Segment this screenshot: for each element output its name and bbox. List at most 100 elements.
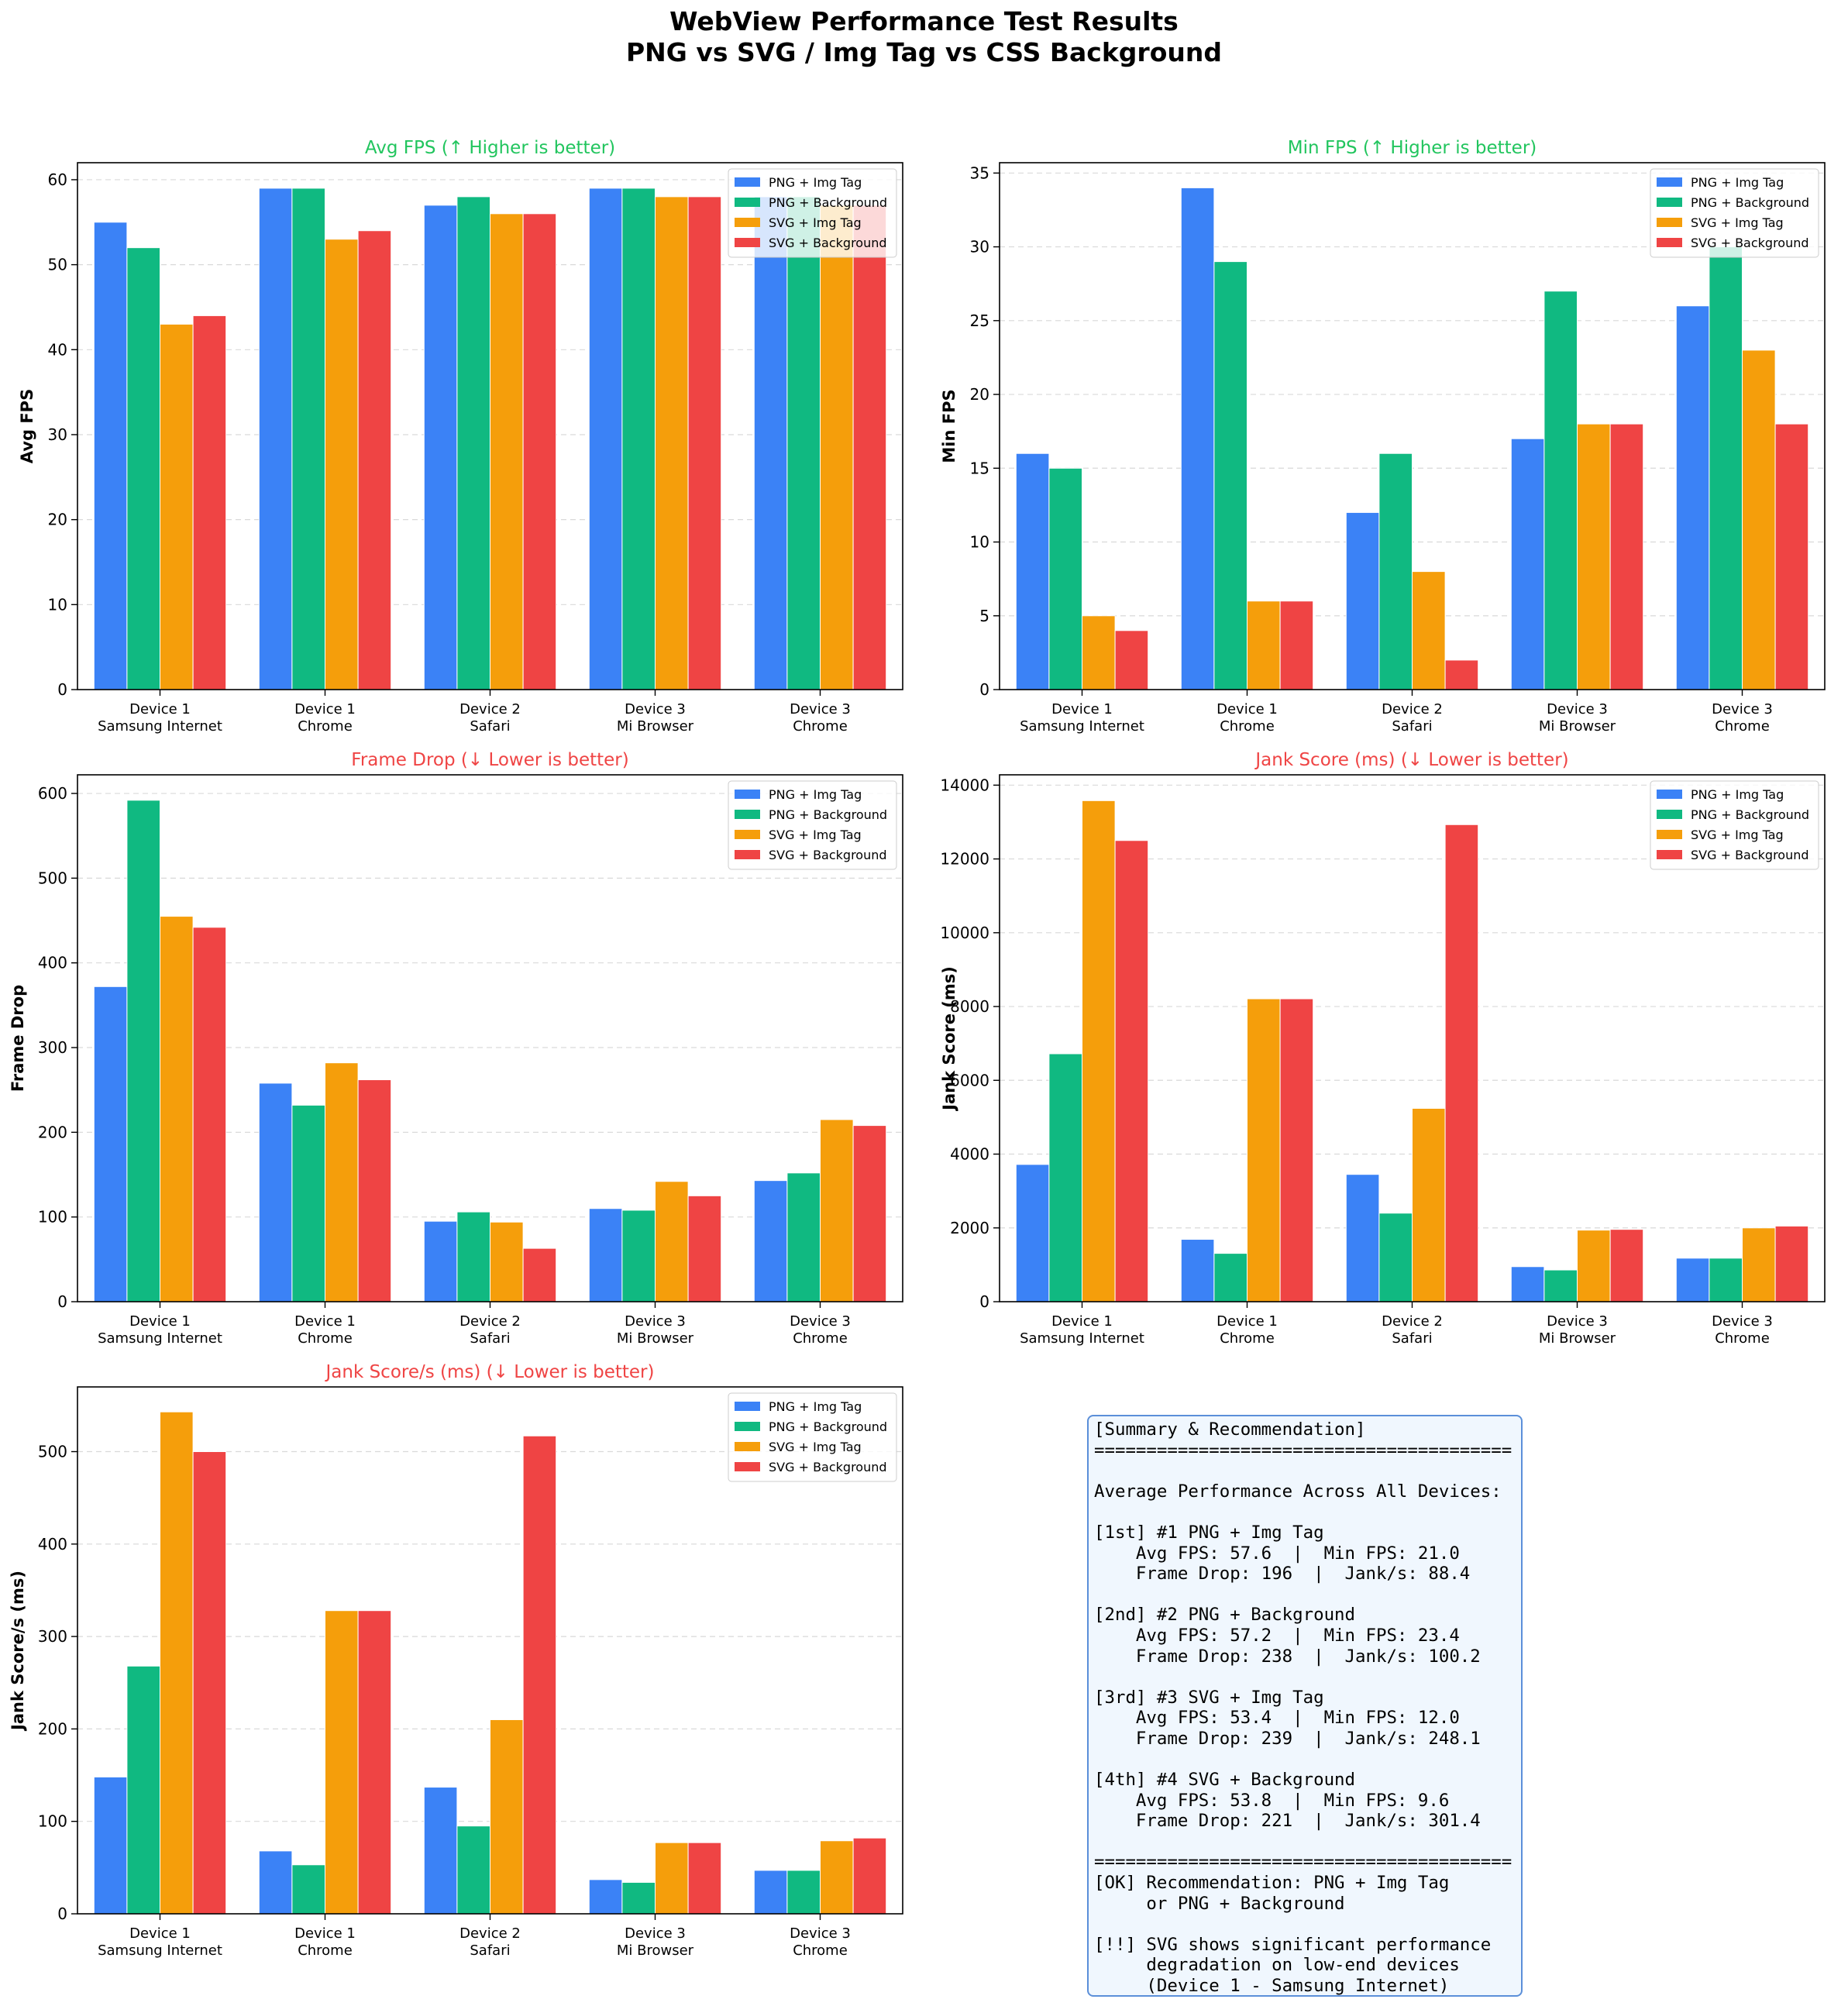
x-tick-label: Device 1 — [294, 1313, 356, 1330]
x-tick-label: Device 2 — [459, 1925, 521, 1942]
bar — [1774, 423, 1809, 690]
bar — [1774, 1225, 1809, 1302]
y-tick-label: 500 — [38, 1443, 67, 1461]
bar — [160, 323, 194, 690]
legend-label: SVG + Img Tag — [769, 1440, 862, 1454]
legend-swatch — [1657, 810, 1682, 819]
bar — [753, 1870, 788, 1915]
legend-label: PNG + Img Tag — [769, 1399, 862, 1414]
y-tick-label: 6000 — [950, 1071, 989, 1089]
bar — [490, 213, 524, 690]
bar — [126, 800, 160, 1302]
summary-line: Average Performance Across All Devices: — [1094, 1481, 1502, 1502]
x-tick-label: Mi Browser — [1539, 718, 1616, 735]
bar — [126, 1665, 160, 1915]
summary-line: [1st] #1 PNG + Img Tag — [1094, 1522, 1324, 1543]
bar — [588, 188, 623, 690]
y-tick-label: 300 — [38, 1038, 67, 1057]
x-tick-label: Device 3 — [625, 1925, 686, 1942]
bar — [1247, 600, 1281, 690]
y-tick-label: 8000 — [950, 997, 989, 1016]
bar — [1378, 1213, 1413, 1302]
x-tick-label: Device 1 — [294, 1925, 356, 1942]
bar — [588, 1879, 623, 1915]
y-axis-label: Min FPS — [940, 389, 958, 463]
bar — [291, 1104, 325, 1302]
y-tick-label: 20 — [48, 511, 67, 529]
bar — [192, 1451, 227, 1915]
bar — [1577, 423, 1611, 690]
y-tick-label: 400 — [38, 954, 67, 972]
summary-line: Frame Drop: 238 | Jank/s: 100.2 — [1094, 1646, 1481, 1667]
x-tick-label: Samsung Internet — [1020, 1330, 1144, 1347]
y-tick-label: 0 — [979, 680, 989, 699]
x-tick-label: Device 3 — [790, 701, 851, 717]
legend-label: SVG + Img Tag — [769, 828, 862, 842]
bar — [1543, 291, 1578, 690]
legend-swatch — [735, 1402, 760, 1411]
y-tick-label: 0 — [57, 680, 67, 699]
x-tick-label: Device 2 — [1382, 1313, 1443, 1330]
summary-line: [Summary & Recommendation] — [1094, 1419, 1366, 1440]
summary-line: Avg FPS: 57.2 | Min FPS: 23.4 — [1094, 1625, 1460, 1646]
summary-line: [3rd] #3 SVG + Img Tag — [1094, 1687, 1324, 1708]
bar — [1412, 571, 1446, 690]
bar — [852, 205, 887, 690]
bar — [820, 205, 854, 690]
bar — [1114, 630, 1149, 690]
chart-title: Jank Score (ms) (↓ Lower is better) — [1254, 750, 1568, 770]
x-tick-label: Chrome — [793, 1330, 848, 1347]
y-tick-label: 20 — [970, 385, 989, 404]
legend-swatch — [1657, 177, 1682, 187]
bar — [423, 1220, 458, 1302]
y-tick-label: 40 — [48, 340, 67, 359]
legend-label: PNG + Img Tag — [769, 787, 862, 802]
legend-label: PNG + Img Tag — [769, 175, 862, 190]
bar — [1609, 1229, 1644, 1302]
x-tick-label: Device 1 — [1051, 701, 1113, 717]
legend: PNG + Img Tag PNG + Background SVG + Img T… — [1650, 780, 1819, 870]
y-tick-label: 2000 — [950, 1219, 989, 1237]
y-axis-label: Frame Drop — [9, 985, 27, 1092]
bar — [1048, 1053, 1082, 1302]
bar — [1114, 840, 1149, 1302]
summary-line: [2nd] #2 PNG + Background — [1094, 1605, 1356, 1626]
bar — [1444, 824, 1479, 1302]
y-axis-label: Avg FPS — [18, 389, 36, 463]
bar — [655, 1181, 689, 1302]
y-tick-label: 5 — [979, 607, 989, 625]
x-tick-label: Device 1 — [294, 701, 356, 717]
bar — [655, 196, 689, 690]
summary-line: [4th] #4 SVG + Background — [1094, 1770, 1356, 1791]
y-tick-label: 600 — [38, 784, 67, 803]
bar — [1180, 1239, 1215, 1302]
y-tick-label: 500 — [38, 869, 67, 887]
bar — [687, 1195, 722, 1302]
x-tick-label: Samsung Internet — [98, 718, 222, 735]
legend-label: SVG + Img Tag — [1691, 828, 1784, 842]
x-tick-label: Device 1 — [129, 1925, 191, 1942]
x-tick-label: Device 1 — [1051, 1313, 1113, 1330]
bar — [1412, 1107, 1446, 1302]
bar — [1082, 615, 1116, 690]
legend-label: SVG + Background — [769, 236, 887, 250]
y-tick-label: 400 — [38, 1535, 67, 1554]
legend-label: SVG + Background — [1691, 236, 1809, 250]
x-tick-label: Device 3 — [1712, 1313, 1773, 1330]
x-tick-label: Device 3 — [625, 701, 686, 717]
bar — [357, 230, 392, 690]
x-tick-label: Samsung Internet — [98, 1942, 222, 1959]
x-tick-label: Mi Browser — [617, 1942, 694, 1959]
summary-line: [OK] Recommendation: PNG + Img Tag — [1094, 1873, 1450, 1894]
x-tick-label: Device 3 — [1547, 701, 1608, 717]
bar — [1709, 246, 1743, 690]
bar — [456, 1825, 491, 1915]
x-tick-label: Mi Browser — [1539, 1330, 1616, 1347]
x-tick-label: Device 1 — [1217, 701, 1278, 717]
bar — [456, 196, 491, 690]
summary-line: Frame Drop: 221 | Jank/s: 301.4 — [1094, 1811, 1481, 1832]
